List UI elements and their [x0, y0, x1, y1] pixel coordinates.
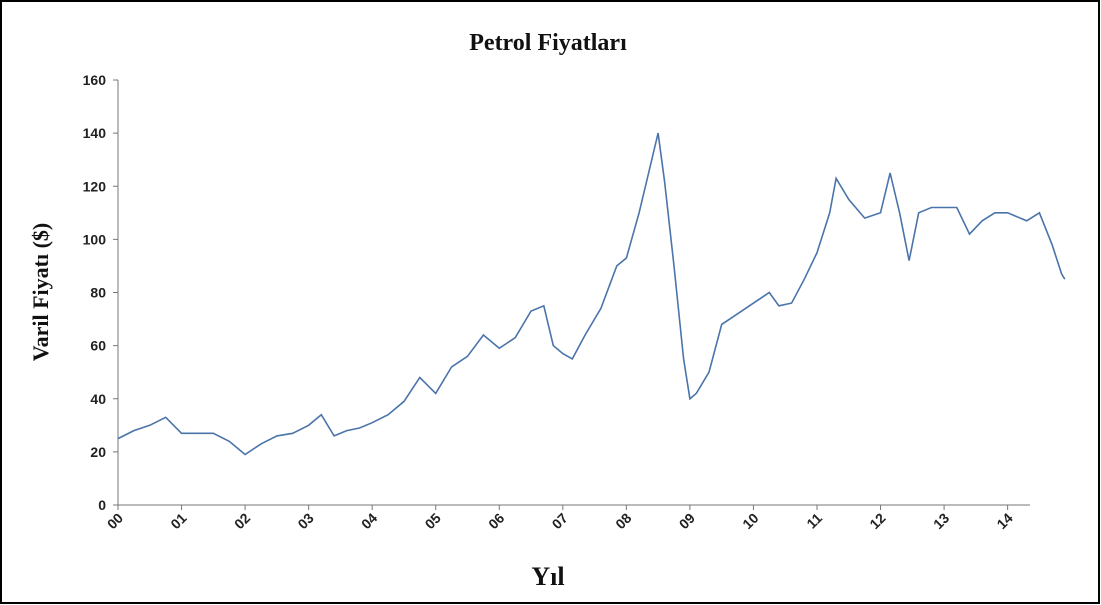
y-tick-label: 20	[90, 444, 106, 460]
y-tick-label: 100	[83, 231, 107, 247]
y-tick-label: 80	[90, 285, 106, 301]
y-tick-label: 40	[90, 391, 106, 407]
y-tick-label: 60	[90, 338, 106, 354]
y-tick-label: 160	[83, 72, 107, 88]
y-axis-label: Varil Fiyatı ($)	[28, 223, 53, 362]
y-tick-label: 140	[83, 125, 107, 141]
chart-title: Petrol Fiyatları	[469, 30, 627, 56]
x-axis-label: Yıl	[531, 562, 564, 591]
line-series	[117, 132, 1066, 456]
y-tick-label: 0	[98, 497, 106, 513]
y-tick-label: 120	[83, 178, 107, 194]
